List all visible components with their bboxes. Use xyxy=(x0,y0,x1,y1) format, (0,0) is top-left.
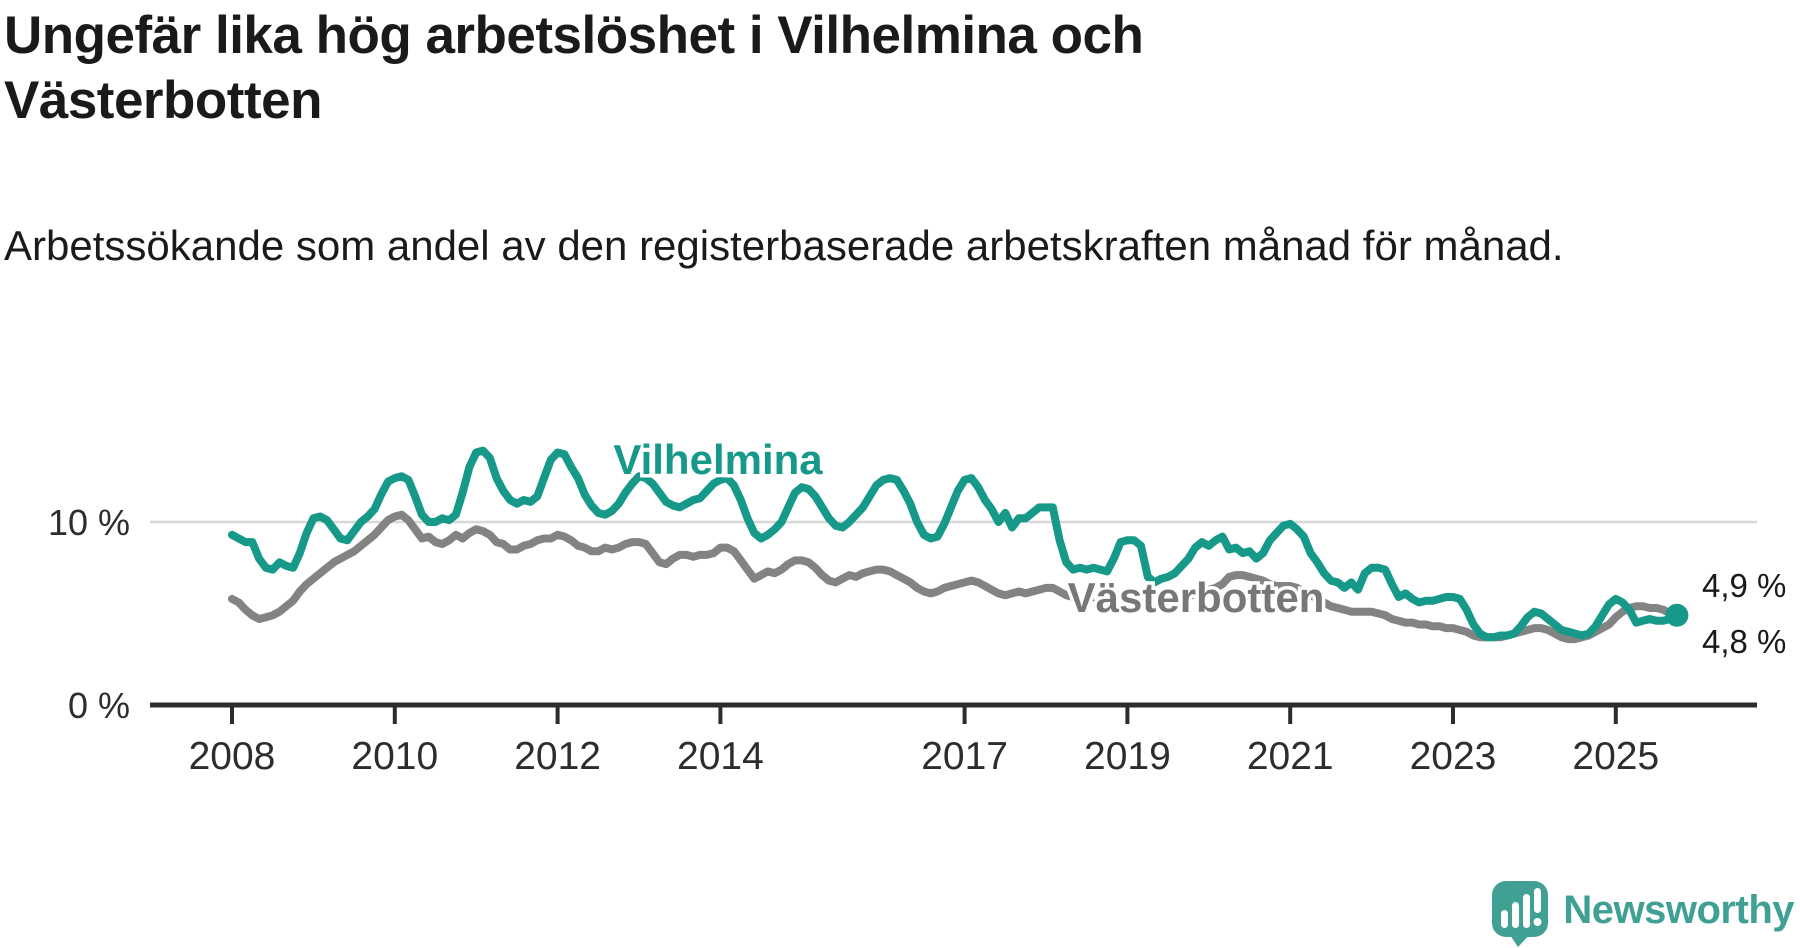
series-label-vasterbotten: Västerbotten xyxy=(1068,574,1325,621)
end-value-label-vilhelmina: 4,9 % xyxy=(1702,567,1786,604)
series-label-vilhelmina: Vilhelmina xyxy=(613,436,823,483)
x-axis-tick-label: 2017 xyxy=(921,735,1008,778)
chart-subtitle: Arbetssökande som andel av den registerb… xyxy=(4,222,1564,269)
logo-bar-chart-glyph xyxy=(1501,894,1531,928)
y-axis-label: 10 % xyxy=(48,502,130,543)
x-axis-tick-label: 2023 xyxy=(1410,735,1497,778)
end-value-dot xyxy=(1665,603,1689,627)
y-axis-label: 0 % xyxy=(68,685,130,726)
vasterbotten-line xyxy=(228,510,1681,644)
newsworthy-logo-text: Newsworthy xyxy=(1563,888,1794,932)
x-axis-tick-label: 2025 xyxy=(1572,735,1659,778)
newsworthy-branding: Newsworthy xyxy=(1491,880,1794,948)
x-axis-tick-label: 2021 xyxy=(1247,735,1334,778)
x-axis-tick-label: 2012 xyxy=(514,735,601,778)
x-axis-tick-label: 2014 xyxy=(677,735,764,778)
logo-exclamation-icon xyxy=(1533,888,1542,926)
x-axis-tick-label: 2008 xyxy=(189,735,276,778)
chart-title: Ungefär lika hög arbetslöshet i Vilhelmi… xyxy=(4,6,1144,130)
x-axis-tick-label: 2010 xyxy=(351,735,438,778)
newsworthy-logo-icon xyxy=(1492,881,1549,947)
x-axis-tick-label: 2019 xyxy=(1084,735,1171,778)
vilhelmina-line xyxy=(228,446,1681,642)
end-value-label-vasterbotten: 4,8 % xyxy=(1702,623,1786,660)
